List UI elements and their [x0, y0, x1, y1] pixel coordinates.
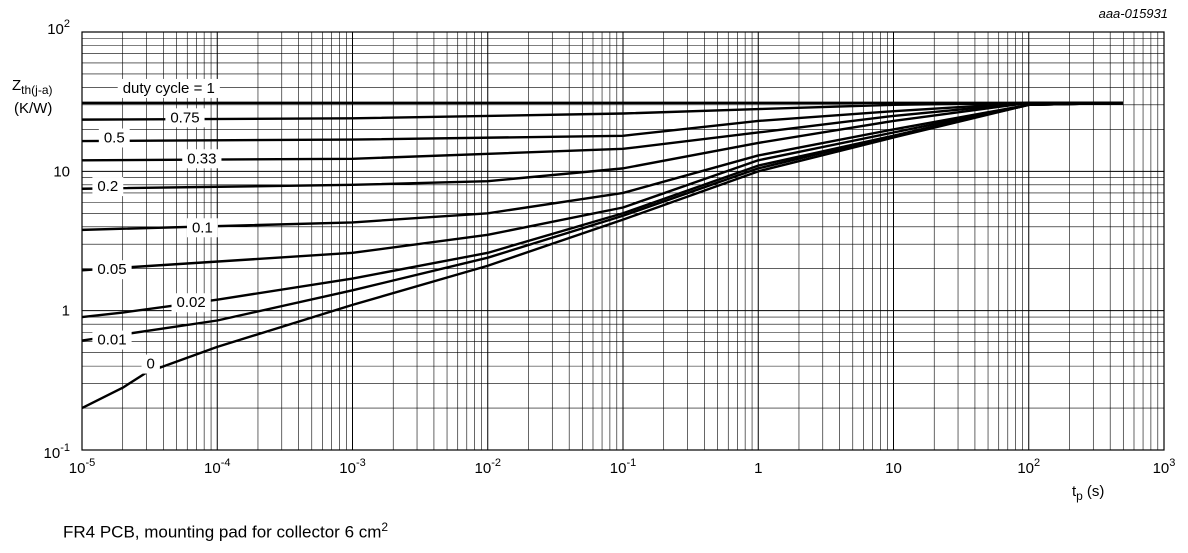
caption-superscript: 2 — [381, 520, 389, 534]
curve-label-bg — [92, 330, 132, 350]
x-tick-label: 102 — [1017, 457, 1040, 477]
tick-base: 10 — [339, 460, 356, 477]
curve-label-5: 0.1 — [186, 218, 218, 238]
tick-exponent: 2 — [1034, 457, 1040, 469]
x-axis-unit: (s) — [1087, 483, 1105, 500]
tick-exponent: -2 — [491, 457, 501, 469]
plot-frame — [81, 31, 1165, 451]
curve-label-7: 0.02 — [171, 293, 211, 313]
curve-label-bg — [171, 293, 211, 313]
curve-label-text: 0.01 — [97, 332, 126, 349]
thermal-impedance-chart: duty cycle = 1 0.75 0.5 0.33 0.2 0.1 0.05 0.02 0… — [12, 6, 1176, 503]
tick-exponent: 3 — [1169, 457, 1175, 469]
tick-base: 10 — [475, 460, 492, 477]
curve-label-text: 0.1 — [192, 219, 213, 236]
x-tick-label: 10-2 — [475, 457, 501, 477]
x-axis-label: tp (s) — [1072, 483, 1104, 503]
y-tick-label: 1 — [62, 303, 70, 320]
tick-base: 10 — [204, 460, 221, 477]
x-tick-label: 1 — [754, 460, 762, 477]
series-line-9 — [81, 101, 1124, 410]
tick-base: 10 — [47, 21, 64, 38]
curve-label-text: 0.2 — [97, 178, 118, 195]
curve-label-bg — [186, 218, 218, 238]
tick-base: 10 — [610, 460, 627, 477]
x-axis-subscript: p — [1076, 489, 1083, 503]
tick-base: 10 — [69, 460, 86, 477]
tick-base: 10 — [885, 460, 902, 477]
tick-base: 10 — [1017, 460, 1034, 477]
x-tick-label: 10-1 — [610, 457, 636, 477]
series-line-8 — [81, 101, 1124, 342]
curve-label-text: 0.33 — [187, 150, 216, 167]
curve-label-9: 0 — [141, 354, 160, 374]
x-tick-label: 103 — [1153, 457, 1176, 477]
y-axis-symbol: Z — [12, 77, 21, 94]
curve-label-bg — [98, 128, 130, 148]
curve-label-0: duty cycle = 1 — [117, 78, 220, 98]
tick-base: 10 — [1153, 460, 1170, 477]
tick-exponent: -5 — [85, 457, 95, 469]
y-tick-label: 10 — [53, 163, 70, 180]
x-tick-label: 10-3 — [339, 457, 365, 477]
x-tick-label: 10-5 — [69, 457, 95, 477]
tick-base: 10 — [53, 163, 70, 180]
curve-label-text: duty cycle = 1 — [123, 80, 215, 97]
series-curves — [81, 101, 1124, 410]
y-axis-unit: (K/W) — [14, 100, 52, 117]
curve-label-6: 0.05 — [92, 260, 132, 280]
y-axis-subscript: th(j-a) — [21, 83, 52, 97]
tick-base: 1 — [754, 460, 762, 477]
tick-exponent: -3 — [356, 457, 366, 469]
curve-label-text: 0 — [147, 356, 155, 373]
grid — [82, 32, 1164, 450]
tick-base: 1 — [62, 303, 70, 320]
curve-label-text: 0.75 — [170, 109, 199, 126]
x-axis-symbol: t — [1072, 483, 1077, 500]
curve-label-bg — [165, 108, 205, 128]
curve-label-text: 0.5 — [104, 129, 125, 146]
curve-label-bg — [92, 177, 124, 197]
tick-exponent: -4 — [221, 457, 231, 469]
tick-base: 10 — [44, 445, 61, 462]
figure-code: aaa-015931 — [1099, 6, 1168, 21]
curve-label-bg — [92, 260, 132, 280]
curve-label-3: 0.33 — [182, 149, 222, 169]
curve-label-bg — [117, 78, 220, 98]
curve-label-8: 0.01 — [92, 330, 132, 350]
y-tick-label: 10-1 — [44, 442, 70, 462]
tick-exponent: -1 — [626, 457, 636, 469]
figure-caption: FR4 PCB, mounting pad for collector 6 cm… — [63, 520, 388, 543]
x-tick-label: 10 — [885, 460, 902, 477]
curve-label-bg — [141, 354, 160, 374]
tick-exponent: 2 — [64, 18, 70, 30]
curve-label-4: 0.2 — [92, 177, 124, 197]
x-tick-label: 10-4 — [204, 457, 230, 477]
curve-label-text: 0.02 — [177, 294, 206, 311]
y-tick-label: 102 — [47, 18, 70, 38]
curve-label-2: 0.5 — [98, 128, 130, 148]
tick-exponent: -1 — [60, 442, 70, 454]
curve-labels: duty cycle = 1 0.75 0.5 0.33 0.2 0.1 0.05 0.02 0… — [92, 78, 222, 374]
curve-label-1: 0.75 — [165, 108, 205, 128]
y-axis-label: Zth(j-a) — [12, 77, 53, 97]
caption-text: FR4 PCB, mounting pad for collector 6 cm — [63, 522, 382, 542]
curve-label-text: 0.05 — [97, 261, 126, 278]
series-line-4 — [81, 101, 1124, 190]
curve-label-bg — [182, 149, 222, 169]
